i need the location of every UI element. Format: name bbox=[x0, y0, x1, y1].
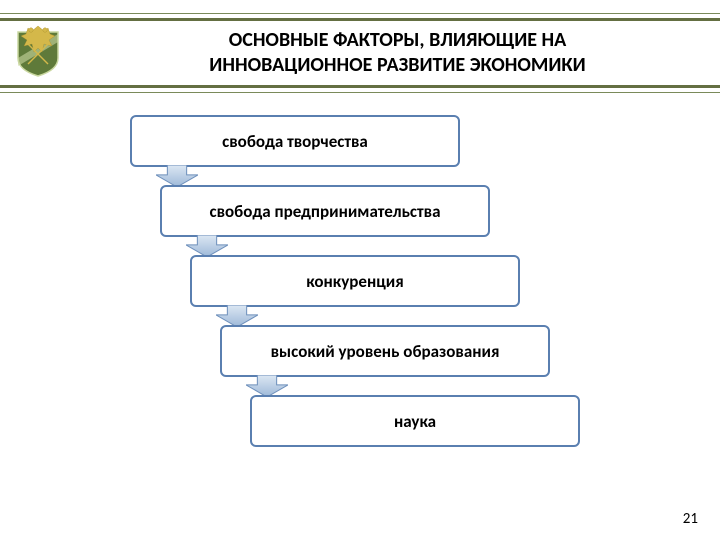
flow-step-label: наука bbox=[394, 411, 436, 432]
top-rule-thin bbox=[0, 13, 720, 14]
flow-step-label: свобода творчества bbox=[222, 131, 368, 152]
flow-arrow-4 bbox=[246, 375, 288, 397]
flow-step-3: конкуренция bbox=[190, 255, 520, 307]
title-line1: ОСНОВНЫЕ ФАКТОРЫ, ВЛИЯЮЩИЕ НА bbox=[229, 28, 567, 52]
title-line2: ИННОВАЦИОННОЕ РАЗВИТИЕ ЭКОНОМИКИ bbox=[209, 53, 585, 77]
factors-flowchart: свобода творчества свобода предпринимател… bbox=[130, 115, 580, 447]
flow-step-label: конкуренция bbox=[306, 271, 403, 292]
flow-arrow-2 bbox=[186, 235, 228, 257]
flow-arrow-3 bbox=[216, 305, 258, 327]
flow-step-label: свобода предпринимательства bbox=[210, 201, 441, 222]
flow-step-2: свобода предпринимательства bbox=[160, 185, 490, 237]
flow-arrow-1 bbox=[156, 165, 198, 187]
bottom-rule-thin bbox=[0, 92, 720, 93]
flow-step-1: свобода творчества bbox=[130, 115, 460, 167]
top-rule-thick bbox=[0, 18, 720, 21]
flow-step-4: высокий уровень образования bbox=[220, 325, 550, 377]
bottom-rule-thick bbox=[0, 85, 720, 88]
flow-step-5: наука bbox=[250, 395, 580, 447]
flow-step-label: высокий уровень образования bbox=[271, 341, 500, 362]
page-title: ОСНОВНЫЕ ФАКТОРЫ, ВЛИЯЮЩИЕ НА ИННОВАЦИОН… bbox=[95, 28, 700, 78]
crest-emblem bbox=[12, 22, 64, 78]
page-number: 21 bbox=[683, 510, 698, 528]
